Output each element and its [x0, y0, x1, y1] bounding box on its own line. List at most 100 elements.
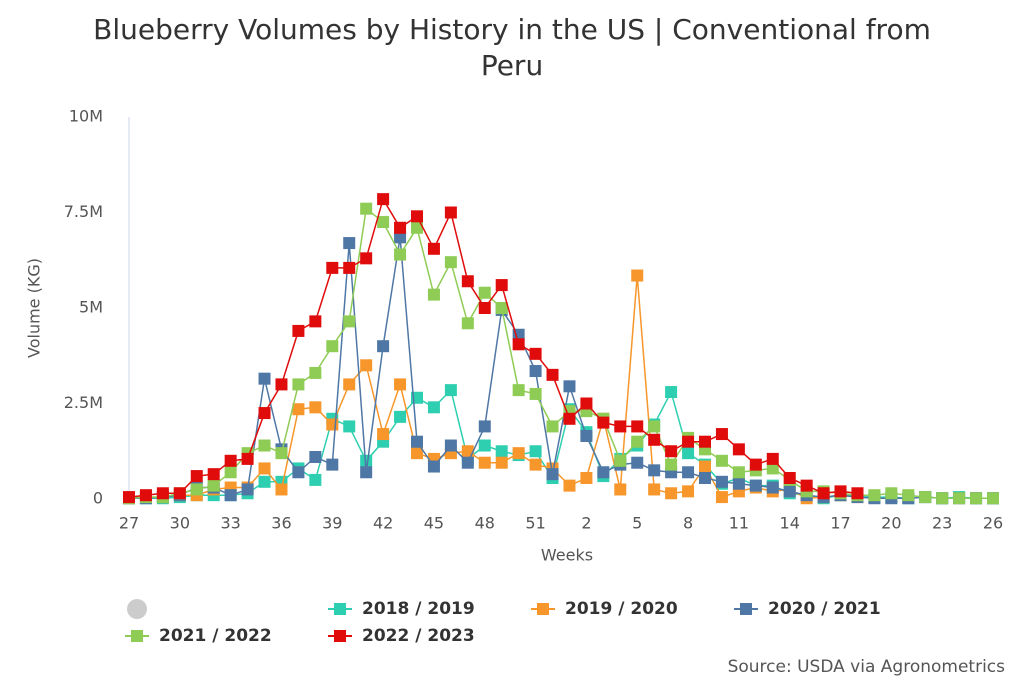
marker — [343, 378, 356, 391]
marker — [732, 466, 745, 479]
marker — [648, 464, 661, 477]
marker — [631, 420, 644, 433]
marker — [343, 315, 356, 328]
marker — [682, 485, 695, 498]
marker — [682, 466, 695, 479]
marker — [580, 397, 593, 410]
marker — [411, 221, 423, 234]
marker — [715, 475, 728, 488]
marker — [732, 443, 745, 456]
marker — [783, 471, 796, 484]
y-tick-label: 0 — [93, 489, 103, 508]
marker — [495, 445, 508, 458]
marker — [461, 445, 474, 458]
marker — [817, 487, 830, 500]
x-tick-label: 51 — [525, 514, 545, 533]
x-tick-label: 33 — [220, 514, 240, 533]
marker — [648, 433, 661, 446]
marker — [207, 468, 220, 481]
marker — [715, 491, 728, 504]
marker — [563, 479, 576, 492]
marker — [631, 269, 644, 282]
marker — [377, 428, 390, 441]
marker — [461, 317, 474, 330]
marker — [377, 193, 390, 206]
marker — [715, 454, 728, 467]
marker — [766, 452, 779, 465]
marker — [478, 420, 491, 433]
marker — [495, 302, 508, 314]
marker — [546, 368, 559, 381]
marker — [156, 487, 169, 500]
marker — [343, 237, 356, 250]
chart-title: Blueberry Volumes by History in the US |… — [93, 13, 931, 82]
marker — [682, 435, 695, 448]
marker — [953, 492, 966, 505]
marker — [563, 412, 576, 425]
marker — [444, 439, 457, 452]
x-tick-label: 45 — [424, 514, 444, 533]
x-tick-label: 26 — [983, 514, 1003, 533]
marker — [207, 479, 220, 492]
legend-label: 2020 / 2021 — [768, 599, 881, 619]
marker — [309, 401, 322, 414]
marker — [478, 456, 491, 469]
marker — [987, 492, 999, 505]
marker — [377, 216, 390, 229]
marker — [258, 462, 271, 475]
marker — [292, 466, 305, 479]
marker — [343, 420, 356, 433]
marker — [190, 483, 203, 496]
marker — [766, 481, 779, 494]
marker — [529, 347, 542, 360]
x-tick-label: 23 — [932, 514, 952, 533]
marker — [241, 452, 254, 465]
y-tick-label: 7.5M — [64, 202, 103, 221]
series-line — [128, 207, 993, 499]
legend-label: 2018 / 2019 — [362, 599, 475, 619]
marker — [275, 483, 288, 496]
x-tick-label: 20 — [881, 514, 901, 533]
marker — [360, 202, 373, 215]
x-tick-label: 8 — [683, 514, 693, 533]
marker — [699, 471, 711, 484]
marker — [699, 435, 711, 448]
marker — [394, 410, 407, 423]
series-line — [129, 237, 993, 499]
marker — [495, 279, 508, 292]
marker — [665, 458, 678, 471]
marker — [411, 447, 423, 460]
marker — [902, 489, 915, 502]
marker — [360, 466, 373, 479]
marker — [800, 479, 813, 492]
marker — [529, 445, 542, 458]
marker — [360, 252, 373, 265]
marker — [614, 454, 627, 467]
x-tick-label: 39 — [322, 514, 342, 533]
marker — [326, 261, 339, 274]
marker — [360, 454, 373, 467]
marker — [139, 489, 152, 502]
marker — [665, 386, 678, 399]
marker — [292, 324, 305, 337]
marker — [529, 365, 542, 378]
marker — [783, 485, 796, 498]
marker — [885, 487, 898, 500]
marker — [495, 456, 508, 469]
marker — [580, 471, 593, 484]
marker — [851, 487, 864, 500]
marker — [377, 340, 390, 353]
marker — [919, 491, 932, 504]
marker — [936, 492, 949, 505]
marker — [648, 483, 661, 496]
y-tick-label: 2.5M — [64, 393, 103, 412]
marker — [123, 491, 135, 504]
legend-label: 2021 / 2022 — [159, 626, 272, 646]
marker — [224, 489, 237, 502]
marker — [427, 288, 440, 301]
marker — [326, 340, 339, 353]
marker — [326, 418, 339, 431]
y-tick-label: 10M — [69, 107, 103, 126]
x-axis-label: Weeks — [541, 546, 593, 565]
